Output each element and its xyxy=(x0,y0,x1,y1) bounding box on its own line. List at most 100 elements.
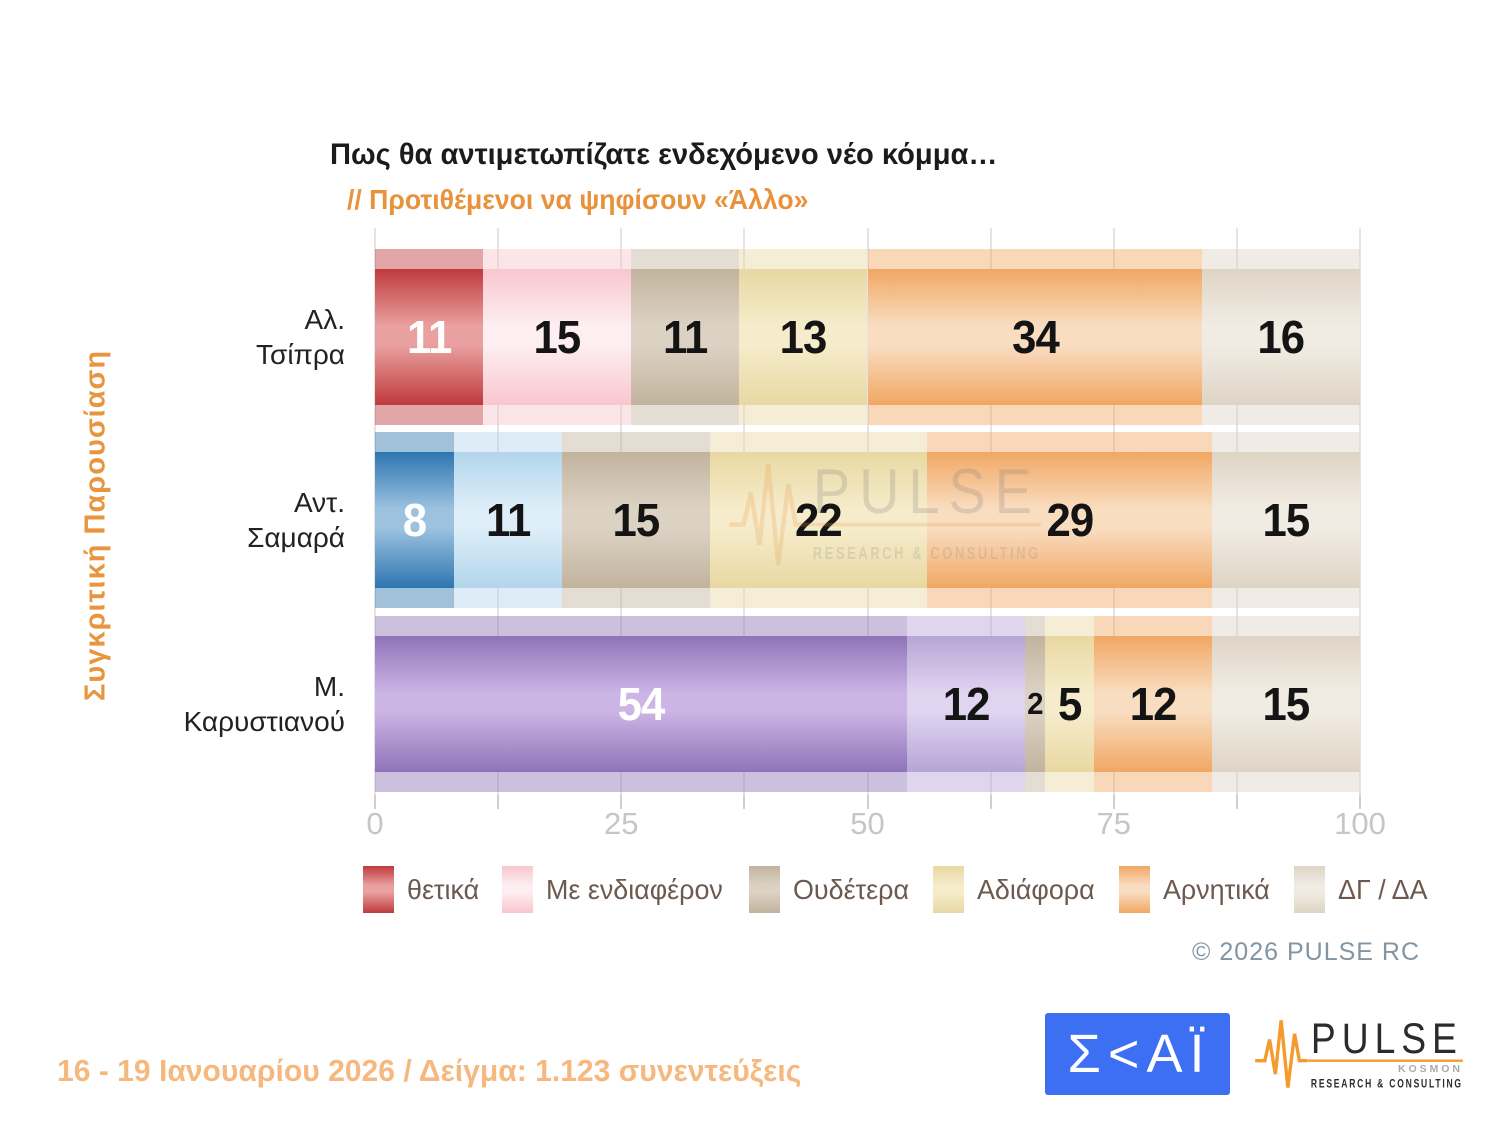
bar-segment-cap xyxy=(483,249,632,269)
bar-segment-cap xyxy=(1202,249,1360,269)
legend-swatch xyxy=(1293,866,1325,913)
legend-swatch xyxy=(501,866,533,913)
legend-item: Αδιάφορα xyxy=(933,866,1100,913)
bar-segment-cap xyxy=(453,432,563,452)
bar-value-label: 15 xyxy=(533,311,582,363)
bar-value-label: 12 xyxy=(942,678,991,730)
bar-segment-cap xyxy=(1212,588,1360,608)
bar-segment: 11 xyxy=(375,249,484,425)
x-axis-tick-label: 50 xyxy=(850,806,885,841)
bar-segment-cap xyxy=(562,588,710,608)
bar-segment: 15 xyxy=(1212,432,1360,608)
fieldwork-note: 16 - 19 Ιανουαρίου 2026 / Δείγμα: 1.123 … xyxy=(57,1053,802,1088)
x-axis-tick xyxy=(1112,795,1115,809)
legend-item: Ουδέτερα xyxy=(749,866,914,913)
bar-value-label: 22 xyxy=(794,494,843,546)
bar-segment-cap xyxy=(1025,772,1045,792)
bar-segment-cap xyxy=(375,616,907,636)
bar-segment-body xyxy=(1202,269,1360,405)
bar-segment-cap xyxy=(1202,405,1360,425)
bar-value-label: 2 xyxy=(1027,686,1043,721)
bar-segment: 8 xyxy=(375,432,454,608)
bar-segment-body xyxy=(867,269,1203,405)
bar-segment-cap xyxy=(483,405,632,425)
bar-segment-cap xyxy=(926,432,1213,452)
bar-segment: 29 xyxy=(926,432,1213,608)
category-label: Αλ. Τσίπρα xyxy=(115,302,345,372)
x-axis-tick xyxy=(620,795,623,809)
bar-value-label: 11 xyxy=(485,494,531,546)
bar-segment-body xyxy=(1044,636,1095,772)
bar-segment-cap xyxy=(375,432,454,452)
x-axis-tick xyxy=(1235,795,1238,809)
bar-segment-body xyxy=(453,452,563,588)
legend-item: Με ενδιαφέρον xyxy=(501,866,730,913)
x-axis-tick xyxy=(989,795,992,809)
bar-segment-cap xyxy=(709,588,927,608)
category-label-line: Τσίπρα xyxy=(256,339,345,370)
bar-segment-body xyxy=(739,269,868,405)
bar-segment: 13 xyxy=(739,249,868,425)
plot-area: 11 15 11 13 34 16 8 11 15 22 29 15 54 12 2 5 12 15 PULSE … xyxy=(374,228,1361,795)
bar-value-label: 15 xyxy=(612,494,661,546)
bar-segment-cap xyxy=(906,772,1026,792)
bar-segment-cap xyxy=(375,405,484,425)
bar-segment-cap xyxy=(867,405,1203,425)
legend-swatch xyxy=(363,866,394,913)
bar-value-label: 11 xyxy=(663,311,708,363)
bar-segment-cap xyxy=(375,588,454,608)
legend-swatch xyxy=(933,866,965,913)
x-axis-tick xyxy=(497,795,500,809)
x-axis-tick-label: 75 xyxy=(1096,806,1131,841)
bar-value-label: 15 xyxy=(1262,678,1311,730)
bar-value-label: 13 xyxy=(780,311,828,363)
category-label-line: Μ. xyxy=(313,671,345,702)
bar-segment-body xyxy=(375,452,454,588)
bar-value-label: 8 xyxy=(402,494,427,546)
x-axis-tick-label: 0 xyxy=(366,806,384,841)
bar-segment-body xyxy=(1212,636,1360,772)
x-axis-tick-label: 25 xyxy=(604,806,639,841)
skai-logo: Σ<ΑΪ xyxy=(1045,1013,1230,1095)
skai-logo-text: Σ<ΑΪ xyxy=(1067,1024,1212,1084)
pulse-logo-subtext: RESEARCH & CONSULTING xyxy=(1311,1079,1463,1091)
bar-value-label: 12 xyxy=(1129,678,1178,730)
bar-segment-cap xyxy=(1044,772,1095,792)
pulse-kosmon-text: KOSMON xyxy=(1398,1063,1463,1075)
bar-segment-cap xyxy=(375,772,907,792)
bar-segment-cap xyxy=(375,249,484,269)
bar-segment-cap xyxy=(739,249,868,269)
bar-segment-body xyxy=(1094,636,1213,772)
bar-segment-cap xyxy=(906,616,1026,636)
x-axis-tick xyxy=(866,795,869,809)
legend-label: Αρνητικά xyxy=(1163,873,1270,905)
legend-swatch xyxy=(1119,866,1151,913)
bar-segment-body xyxy=(483,269,632,405)
bar-segment: 12 xyxy=(1094,616,1213,792)
bar-segment-cap xyxy=(709,432,927,452)
category-label-line: Αλ. xyxy=(304,304,345,335)
legend-label: ΔΓ / ΔΑ xyxy=(1337,873,1428,905)
bar-segment-body xyxy=(375,269,484,405)
chart-subtitle: // Προτιθέμενοι να ψηφίσουν «Άλλο» xyxy=(347,184,809,215)
bar-segment: 11 xyxy=(631,249,740,425)
bar-row: 54 12 2 5 12 15 xyxy=(375,616,1360,792)
bar-segment: 15 xyxy=(483,249,632,425)
bar-value-label: 54 xyxy=(617,678,666,730)
legend-swatch xyxy=(749,866,781,913)
category-label: Μ. Καρυστιανού xyxy=(115,669,345,739)
bar-row: 8 11 15 22 29 15 xyxy=(375,432,1360,608)
legend-label: Με ενδιαφέρον xyxy=(545,873,723,905)
bar-segment: 15 xyxy=(562,432,710,608)
bar-segment-cap xyxy=(562,432,710,452)
bar-segment-cap xyxy=(1094,616,1213,636)
bar-segment-cap xyxy=(1212,616,1360,636)
bar-row: 11 15 11 13 34 16 xyxy=(375,249,1360,425)
bar-segment-body xyxy=(562,452,710,588)
copyright-note: © 2026 PULSE RC xyxy=(1192,938,1420,966)
bar-segment-cap xyxy=(631,249,740,269)
bar-segment-body xyxy=(926,452,1213,588)
bar-segment-cap xyxy=(1044,616,1095,636)
bar-segment-cap xyxy=(1212,772,1360,792)
